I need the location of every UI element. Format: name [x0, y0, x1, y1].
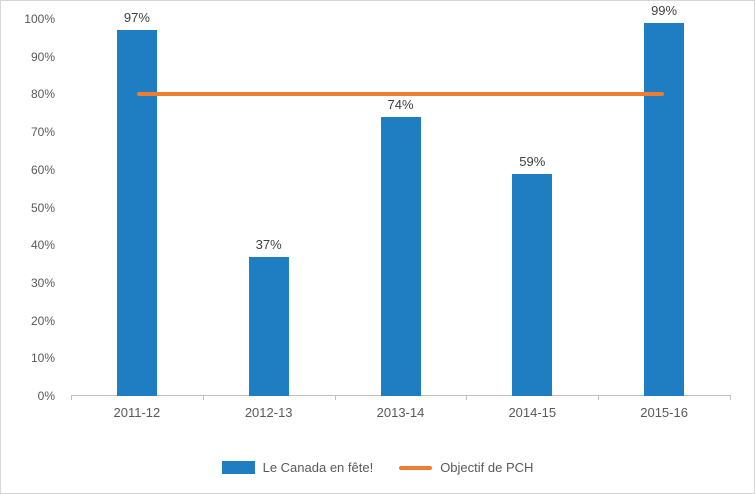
plot-area: 97% 2011-12 37% 2012-13 74% 2013-14 59% 2014-15…	[71, 3, 731, 420]
bar-swatch-icon	[221, 461, 255, 474]
x-axis-category-label: 2011-12	[113, 405, 161, 420]
x-axis-tick	[730, 395, 731, 400]
y-axis-tick-label: 90%	[30, 49, 55, 64]
y-axis: 0% 10% 20% 30% 40% 50% 60% 70% 80% 90% 100%	[1, 12, 63, 403]
line-swatch-icon	[399, 465, 433, 470]
data-label: 74%	[387, 97, 414, 113]
y-axis-tick-label: 70%	[30, 125, 55, 140]
y-axis-tick-label: 80%	[30, 87, 55, 102]
data-label: 59%	[519, 153, 546, 169]
x-axis-tick	[466, 395, 468, 400]
y-axis-tick-label: 30%	[30, 275, 55, 290]
x-axis-category-label: 2012-13	[244, 405, 293, 420]
x-axis-tick	[202, 395, 204, 400]
x-axis-category-label: 2015-16	[640, 405, 688, 420]
y-axis-tick-label: 40%	[30, 238, 55, 253]
y-axis-tick-label: 20%	[30, 313, 55, 328]
y-axis-tick-label: 0%	[37, 389, 55, 403]
bar-2013-14	[380, 117, 421, 396]
bar-2012-13	[248, 256, 289, 396]
x-axis-tick	[598, 395, 600, 400]
y-axis-tick-label: 10%	[30, 351, 55, 366]
x-axis-tick	[334, 395, 336, 400]
x-axis-category-label: 2013-14	[376, 405, 425, 420]
bar-2015-16	[644, 22, 685, 396]
legend: Le Canada en fête! Objectif de PCH	[1, 460, 754, 475]
target-line	[136, 92, 665, 97]
legend-item-objectif-pch: Objectif de PCH	[399, 460, 533, 475]
data-label: 37%	[255, 236, 282, 252]
y-axis-tick-label: 50%	[30, 200, 55, 215]
y-axis-tick-label: 60%	[30, 162, 55, 177]
x-axis-category-label: 2014-15	[508, 405, 557, 420]
bar-2011-12	[116, 30, 157, 396]
legend-label: Le Canada en fête!	[262, 460, 374, 475]
data-label: 99%	[651, 2, 678, 18]
legend-label: Objectif de PCH	[440, 460, 534, 475]
legend-item-canada-en-fete: Le Canada en fête!	[221, 460, 374, 475]
x-axis-tick	[71, 395, 72, 400]
data-label: 97%	[123, 10, 150, 26]
bars-layer: 97% 2011-12 37% 2012-13 74% 2013-14 59% 2014-15…	[71, 3, 730, 420]
y-axis-tick-label: 100%	[24, 12, 55, 26]
bar-2014-15	[512, 173, 553, 396]
